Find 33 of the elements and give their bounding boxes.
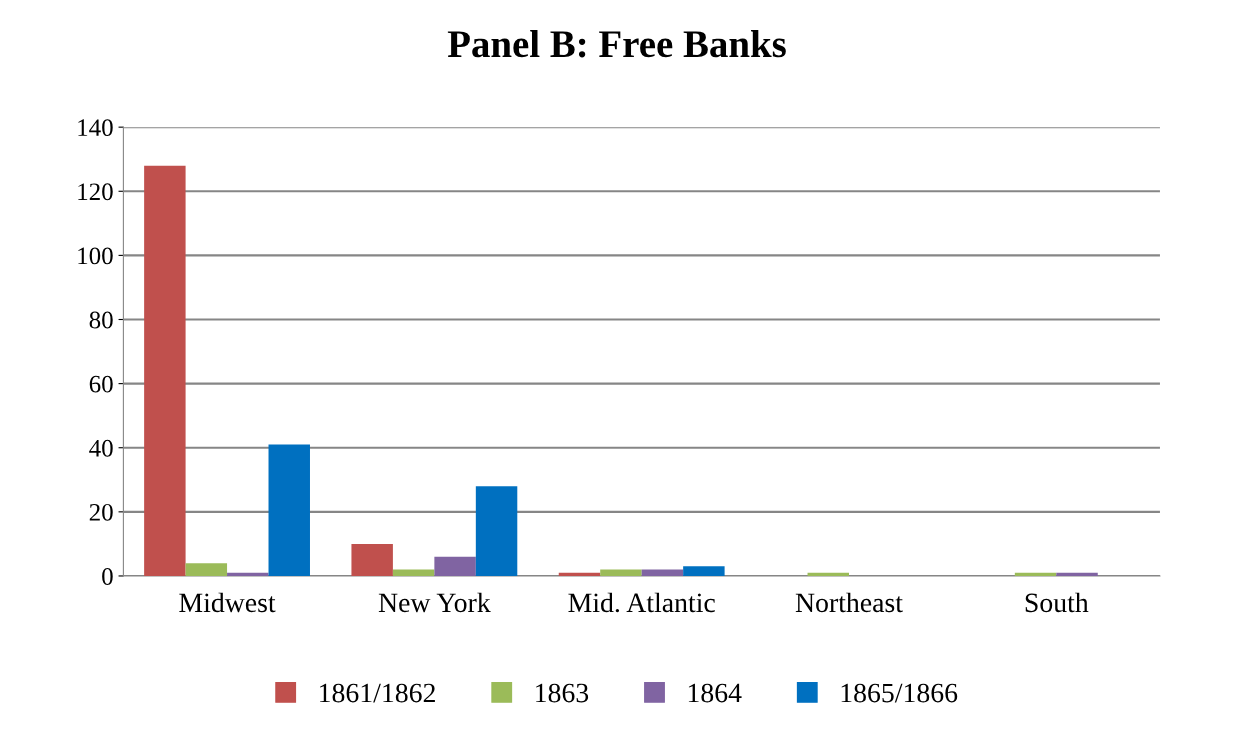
x-tick-label: Northeast <box>795 592 903 613</box>
x-tick-label: Mid. Atlantic <box>568 592 715 613</box>
bar <box>351 543 393 576</box>
y-tick-label: 140 <box>78 119 113 137</box>
bar <box>1056 572 1098 576</box>
bar <box>558 572 601 576</box>
bar <box>185 563 228 576</box>
bar <box>600 569 642 576</box>
bar <box>434 556 476 576</box>
legend-label: 1864 <box>688 683 742 703</box>
y-tick-label: 120 <box>78 183 113 201</box>
y-tick-label: 40 <box>89 439 113 457</box>
bar <box>392 569 435 576</box>
legend-label: 1861/1862 <box>320 683 435 703</box>
x-tick-label: South <box>1025 592 1089 613</box>
bar <box>227 572 269 576</box>
y-tick-label: 60 <box>89 375 113 393</box>
x-tick-label: Midwest <box>179 592 276 613</box>
bar <box>1014 572 1057 576</box>
bar <box>641 569 684 576</box>
y-tick-label: 100 <box>78 247 113 265</box>
bar <box>268 444 310 576</box>
y-tick-label: 0 <box>102 568 113 585</box>
legend-label: 1863 <box>536 683 589 703</box>
y-tick-label: 20 <box>89 503 113 521</box>
bar <box>807 572 849 576</box>
bar <box>144 165 186 576</box>
x-tick-label: New York <box>378 592 491 613</box>
y-tick-label: 80 <box>89 311 113 329</box>
chart-title: Panel B: Free Banks <box>447 29 786 58</box>
bar <box>683 566 725 576</box>
legend-label: 1865/1866 <box>841 683 958 703</box>
bar <box>475 486 518 576</box>
